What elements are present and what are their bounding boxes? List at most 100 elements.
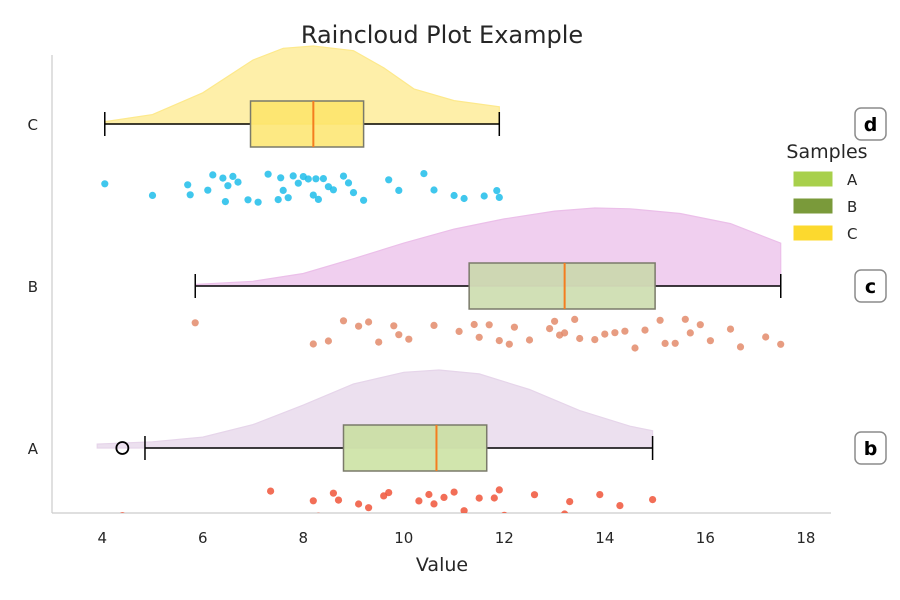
rain-point-c-30 bbox=[349, 189, 358, 197]
rain-point-b-9 bbox=[405, 335, 413, 343]
rain-point-b-28 bbox=[621, 327, 629, 335]
box-b bbox=[468, 262, 656, 310]
rain-point-c-37 bbox=[460, 194, 468, 203]
rain-point-b-1 bbox=[309, 340, 317, 348]
x-axis: 4 6 8 10 12 14 16 18 bbox=[97, 529, 815, 547]
series-b bbox=[191, 207, 785, 352]
rain-point-c-14 bbox=[274, 196, 282, 204]
rain-point-c-4 bbox=[204, 186, 212, 194]
rain-point-a-16 bbox=[450, 488, 458, 496]
y-tick-label-a: A bbox=[28, 440, 39, 458]
outlier-a-0 bbox=[115, 441, 130, 455]
panel-label-b: b bbox=[864, 438, 878, 460]
rain-point-b-33 bbox=[671, 339, 679, 347]
rain-point-b-39 bbox=[736, 343, 745, 351]
rain-point-c-31 bbox=[360, 196, 368, 204]
rain-point-b-8 bbox=[395, 331, 403, 339]
y-tick-label-b: B bbox=[28, 278, 38, 296]
rain-point-c-23 bbox=[312, 175, 320, 183]
cloud-a bbox=[96, 369, 654, 449]
plot-inner bbox=[96, 45, 785, 513]
rain-point-a-7 bbox=[355, 500, 363, 508]
rain-point-a-13 bbox=[425, 490, 433, 499]
plot-area bbox=[51, 45, 831, 514]
rain-point-a-8 bbox=[365, 504, 373, 512]
rain-point-c-2 bbox=[184, 181, 192, 189]
rain-point-c-24 bbox=[314, 195, 322, 203]
rain-point-b-36 bbox=[696, 321, 704, 329]
series-c bbox=[101, 45, 503, 206]
rain-point-b-26 bbox=[601, 330, 609, 338]
rain-point-a-3 bbox=[309, 497, 317, 505]
rain-point-c-8 bbox=[224, 182, 232, 190]
rain-point-b-29 bbox=[631, 344, 639, 352]
rain-point-c-33 bbox=[395, 186, 403, 194]
rain-point-c-6 bbox=[219, 174, 227, 182]
rain-point-c-29 bbox=[344, 179, 353, 187]
legend-label-b: B bbox=[847, 198, 857, 216]
rain-point-c-9 bbox=[229, 172, 237, 180]
panel-box-c bbox=[854, 269, 887, 303]
rain-point-b-41 bbox=[777, 340, 785, 348]
legend-swatch-b bbox=[793, 198, 833, 214]
rain-point-a-25 bbox=[596, 491, 604, 499]
rain-point-c-32 bbox=[385, 176, 393, 184]
rain-point-c-25 bbox=[319, 175, 327, 183]
rain-point-b-27 bbox=[611, 329, 619, 337]
series-a bbox=[96, 369, 657, 513]
rain-point-c-21 bbox=[304, 175, 312, 183]
rain-point-b-6 bbox=[375, 338, 383, 346]
rain-point-a-24 bbox=[566, 498, 574, 506]
legend-swatch-a bbox=[793, 171, 833, 187]
panel-label-c: c bbox=[865, 276, 876, 298]
rain-point-a-20 bbox=[495, 486, 503, 494]
rain-point-a-23 bbox=[561, 510, 569, 513]
rain-point-b-12 bbox=[470, 320, 478, 329]
rain-point-c-18 bbox=[289, 172, 297, 180]
rain-point-b-20 bbox=[551, 317, 559, 325]
rain-point-c-13 bbox=[264, 170, 272, 178]
rain-point-b-5 bbox=[365, 318, 373, 326]
rain-point-a-0 bbox=[120, 512, 125, 513]
rain-point-c-7 bbox=[221, 198, 229, 206]
rain-point-a-27 bbox=[649, 496, 657, 504]
rain-point-a-6 bbox=[334, 496, 343, 504]
rain-point-b-24 bbox=[576, 334, 584, 343]
rain-point-b-11 bbox=[455, 327, 463, 335]
rain-point-c-34 bbox=[420, 170, 428, 178]
rain-point-b-0 bbox=[191, 319, 199, 327]
rain-point-b-31 bbox=[656, 316, 664, 324]
rain-point-b-25 bbox=[591, 336, 599, 344]
rain-point-b-23 bbox=[571, 315, 579, 323]
box-a bbox=[342, 424, 488, 472]
legend-title: Samples bbox=[786, 141, 867, 163]
rain-point-b-4 bbox=[355, 322, 363, 330]
rain-point-c-27 bbox=[329, 186, 337, 194]
rain-point-b-16 bbox=[505, 340, 513, 348]
cloud-c bbox=[104, 45, 500, 125]
rain-point-c-17 bbox=[284, 194, 292, 202]
x-tick-label-10: 10 bbox=[394, 529, 413, 547]
box-c bbox=[249, 100, 365, 148]
x-tick-label-12: 12 bbox=[495, 529, 514, 547]
y-tick-label-c: C bbox=[28, 116, 38, 134]
rain-point-b-37 bbox=[706, 337, 715, 345]
legend-swatch-c bbox=[793, 225, 833, 241]
rain-point-c-15 bbox=[277, 174, 285, 182]
rain-point-b-22 bbox=[561, 329, 569, 337]
rain-point-b-14 bbox=[485, 321, 493, 329]
x-tick-label-16: 16 bbox=[696, 529, 715, 547]
rain-point-a-18 bbox=[475, 494, 483, 502]
rain-point-c-5 bbox=[209, 171, 217, 179]
rain-point-a-21 bbox=[501, 511, 508, 513]
x-tick-label-14: 14 bbox=[595, 529, 614, 547]
rain-point-b-2 bbox=[324, 337, 332, 345]
rain-point-b-17 bbox=[510, 323, 518, 331]
rain-point-a-17 bbox=[460, 507, 468, 513]
rain-point-b-18 bbox=[525, 336, 534, 344]
y-axis: A B C bbox=[28, 116, 39, 458]
rain-point-a-15 bbox=[440, 493, 448, 501]
x-tick-label-6: 6 bbox=[198, 529, 208, 547]
legend-label-c: C bbox=[847, 225, 857, 243]
panel-box-d bbox=[854, 107, 887, 141]
